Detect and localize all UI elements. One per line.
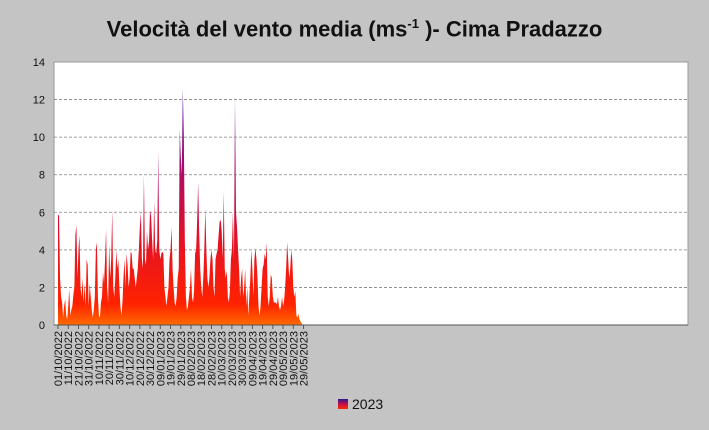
legend: 2023	[338, 396, 383, 412]
x-tick-label: 20/12/2022	[135, 331, 147, 386]
legend-swatch	[338, 399, 348, 409]
y-tick-label: 6	[39, 207, 45, 219]
y-tick-label: 12	[33, 95, 45, 107]
y-tick-label: 0	[39, 320, 45, 332]
x-tick-label: 28/02/2023	[206, 331, 218, 386]
x-tick-label: 10/12/2022	[125, 331, 137, 386]
x-tick-label: 11/10/2022	[63, 331, 75, 385]
y-axis-ticks: 0 2 4 6 8 10 12 14	[33, 57, 45, 332]
x-tick-label: 30/12/2022	[145, 331, 157, 386]
x-tick-label: 31/10/2022	[84, 331, 96, 386]
y-tick-label: 4	[39, 245, 45, 257]
chart-title: Velocità del vento media (ms-1 )- Cima P…	[106, 16, 603, 42]
y-tick-label: 8	[39, 170, 45, 182]
y-tick-label: 10	[33, 132, 45, 144]
x-tick-label: 09/05/2023	[278, 331, 290, 386]
x-axis-ticks: 01/10/202211/10/202221/10/202231/10/2022…	[53, 325, 311, 386]
x-tick-label: 19/04/2023	[258, 331, 270, 386]
x-tick-label: 20/03/2023	[227, 331, 239, 386]
y-tick-label: 14	[33, 57, 45, 69]
x-tick-label: 08/02/2023	[186, 331, 198, 386]
x-tick-label: 29/01/2023	[176, 331, 188, 386]
grid-lines	[54, 99, 688, 288]
x-tick-label: 30/03/2023	[237, 331, 249, 386]
x-tick-label: 29/05/2023	[299, 331, 311, 386]
x-tick-label: 10/11/2022	[94, 331, 106, 385]
legend-label: 2023	[352, 396, 384, 412]
x-tick-label: 19/01/2023	[166, 331, 178, 386]
x-tick-label: 18/02/2023	[196, 331, 208, 386]
x-tick-label: 20/11/2022	[104, 331, 116, 385]
x-tick-label: 01/10/2022	[53, 331, 65, 386]
x-tick-label: 29/04/2023	[268, 331, 280, 386]
x-tick-label: 10/03/2023	[217, 331, 229, 386]
x-tick-label: 30/11/2022	[114, 331, 126, 385]
x-tick-label: 09/01/2023	[155, 331, 167, 386]
x-tick-label: 21/10/2022	[73, 331, 85, 386]
x-tick-label: 09/04/2023	[247, 331, 259, 386]
y-tick-label: 2	[39, 282, 45, 294]
series-area-2023	[58, 88, 303, 325]
x-tick-label: 19/05/2023	[288, 331, 300, 386]
